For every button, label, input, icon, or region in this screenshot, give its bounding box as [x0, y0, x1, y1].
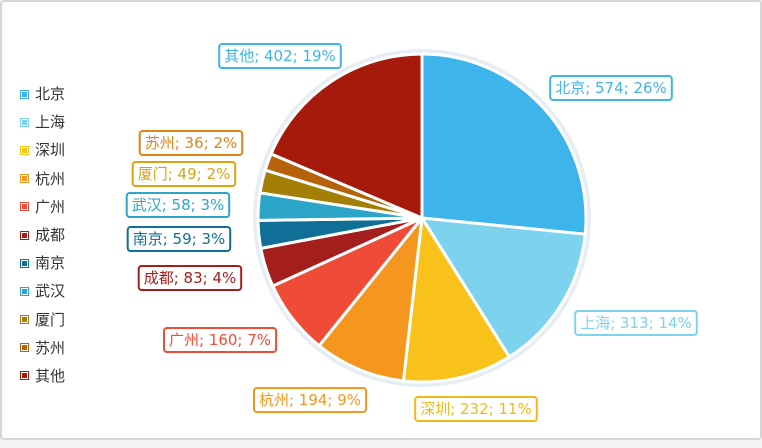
- slice-divider: [264, 169, 423, 219]
- pie-slice[interactable]: [269, 52, 424, 220]
- legend-swatch: [20, 89, 29, 99]
- legend-label: 上海: [35, 113, 66, 132]
- legend-label: 深圳: [35, 141, 66, 160]
- slice-divider: [402, 217, 423, 382]
- pie-slice[interactable]: [317, 216, 424, 383]
- legend-swatch: [20, 286, 29, 296]
- pie-outline: [253, 49, 591, 387]
- pie-slice[interactable]: [401, 216, 511, 384]
- slice-divider: [260, 217, 423, 249]
- data-label-text: 上海; 313; 14%: [580, 314, 692, 332]
- data-label: 深圳; 232; 11%: [414, 396, 538, 422]
- legend-label: 苏州: [35, 338, 66, 357]
- data-label-box: [131, 161, 237, 187]
- pie-slice[interactable]: [420, 52, 588, 236]
- data-label-text: 杭州; 194; 9%: [259, 391, 361, 409]
- legend-label: 南京: [35, 254, 66, 273]
- slice-divider: [421, 217, 510, 358]
- legend-swatch: [20, 145, 29, 155]
- data-label-text: 其他; 402; 19%: [224, 47, 336, 65]
- legend-label: 其他: [35, 366, 66, 385]
- data-label: 北京; 574; 26%: [549, 75, 673, 101]
- legend-swatch: [20, 174, 29, 184]
- legend-swatch: [20, 117, 29, 127]
- legend-swatch: [20, 343, 29, 353]
- legend-item[interactable]: 其他: [20, 362, 65, 390]
- data-label-box: [126, 226, 232, 252]
- slice-divider: [318, 217, 423, 347]
- data-label-box: [218, 43, 342, 69]
- pie-slice[interactable]: [420, 216, 587, 359]
- legend-swatch: [20, 202, 29, 212]
- data-label: 南京; 59; 3%: [126, 226, 232, 252]
- data-label-text: 北京; 574; 26%: [555, 79, 667, 97]
- slice-divider: [272, 217, 423, 287]
- legend-label: 广州: [35, 197, 66, 216]
- data-label-text: 南京; 59; 3%: [133, 230, 226, 248]
- pie-chart: 北京; 574; 26% 上海; 313; 14% 深圳; 232; 11% 杭州; …: [125, 43, 698, 422]
- data-label-box: [253, 387, 368, 413]
- slice-divider: [259, 192, 423, 219]
- legend: 北京上海深圳杭州广州成都南京武汉厦门苏州其他: [20, 80, 65, 390]
- legend-label: 厦门: [35, 310, 66, 329]
- legend-item[interactable]: 厦门: [20, 306, 65, 334]
- legend-item[interactable]: 南京: [20, 249, 65, 277]
- data-label-text: 成都; 83; 4%: [144, 269, 237, 287]
- data-label-box: [125, 192, 231, 218]
- legend-swatch: [20, 371, 29, 381]
- slice-divider: [270, 153, 423, 219]
- data-label-box: [163, 327, 278, 353]
- data-label-text: 广州; 160; 7%: [169, 331, 271, 349]
- data-label: 武汉; 58; 3%: [125, 192, 231, 218]
- legend-item[interactable]: 武汉: [20, 277, 65, 305]
- data-label: 其他; 402; 19%: [218, 43, 342, 69]
- legend-label: 成都: [35, 226, 66, 245]
- data-label: 厦门; 49; 2%: [131, 161, 237, 187]
- data-label-box: [138, 130, 244, 156]
- data-label-box: [137, 265, 243, 291]
- data-label-box: [574, 310, 698, 336]
- legend-swatch: [20, 258, 29, 268]
- data-label: 杭州; 194; 9%: [253, 387, 368, 413]
- data-label: 上海; 313; 14%: [574, 310, 698, 336]
- legend-item[interactable]: 广州: [20, 193, 65, 221]
- data-label-text: 深圳; 232; 11%: [420, 400, 532, 418]
- slice-divider: [258, 217, 423, 221]
- data-label-text: 厦门; 49; 2%: [138, 165, 231, 183]
- legend-item[interactable]: 深圳: [20, 136, 65, 164]
- data-label: 苏州; 36; 2%: [138, 130, 244, 156]
- data-label-box: [414, 396, 538, 422]
- legend-item[interactable]: 上海: [20, 108, 65, 136]
- legend-swatch: [20, 230, 29, 240]
- data-label-text: 武汉; 58; 3%: [132, 196, 225, 214]
- legend-item[interactable]: 北京: [20, 80, 65, 108]
- legend-item[interactable]: 杭州: [20, 165, 65, 193]
- legend-label: 北京: [35, 85, 66, 104]
- legend-item[interactable]: 成都: [20, 221, 65, 249]
- data-label-box: [549, 75, 673, 101]
- legend-label: 武汉: [35, 282, 66, 301]
- slice-divider: [421, 217, 586, 235]
- legend-label: 杭州: [35, 169, 66, 188]
- legend-swatch: [20, 315, 29, 325]
- data-label: 成都; 83; 4%: [137, 265, 243, 291]
- data-label: 广州; 160; 7%: [163, 327, 278, 353]
- data-label-text: 苏州; 36; 2%: [145, 134, 238, 152]
- legend-item[interactable]: 苏州: [20, 334, 65, 362]
